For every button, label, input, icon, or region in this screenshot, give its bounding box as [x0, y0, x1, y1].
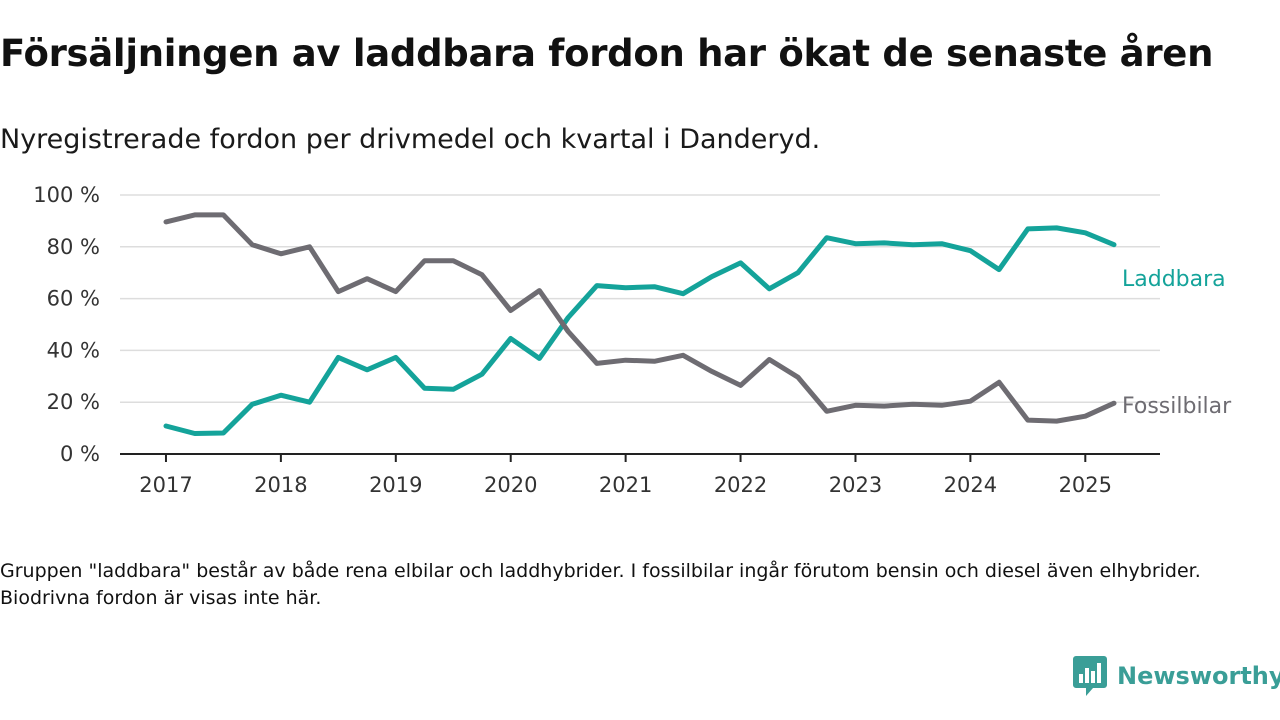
- line-chart: 0 % 20 % 40 % 60 % 80 % 100 % 2017 2018 2019 202…: [33, 183, 1232, 497]
- y-tick-label: 60 %: [47, 287, 100, 311]
- x-tick-label: 2023: [829, 473, 882, 497]
- x-tick-label: 2025: [1059, 473, 1112, 497]
- chart-title: Försäljningen av laddbara fordon har öka…: [0, 32, 1214, 75]
- series-line-laddbara: [163, 225, 1117, 436]
- x-tick-label: 2017: [139, 473, 192, 497]
- brand-name: Newsworthy: [1117, 662, 1280, 690]
- series-label-laddbara: Laddbara: [1122, 267, 1226, 292]
- x-tick-label: 2019: [369, 473, 422, 497]
- x-tick-label: 2024: [944, 473, 997, 497]
- newsworthy-logo-icon: [1073, 656, 1107, 696]
- y-tick-label: 40 %: [47, 338, 100, 362]
- x-tick-label: 2020: [484, 473, 537, 497]
- series-label-fossilbilar: Fossilbilar: [1122, 394, 1232, 419]
- y-tick-label: 80 %: [47, 235, 100, 259]
- y-axis-ticks: 0 % 20 % 40 % 60 % 80 % 100 %: [33, 183, 100, 466]
- y-tick-label: 100 %: [33, 183, 100, 207]
- x-tick-label: 2021: [599, 473, 652, 497]
- series-labels: Laddbara Fossilbilar: [1122, 267, 1232, 419]
- series-line-fossilbilar: [163, 212, 1117, 424]
- series-lines: [163, 212, 1117, 436]
- y-tick-label: 0 %: [60, 442, 100, 466]
- y-tick-label: 20 %: [47, 390, 100, 414]
- gridlines: [120, 194, 1160, 403]
- chart-subtitle: Nyregistrerade fordon per drivmedel och …: [0, 124, 821, 155]
- x-tick-label: 2022: [714, 473, 767, 497]
- brand[interactable]: Newsworthy: [1073, 656, 1280, 696]
- x-axis-ticks: 2017 2018 2019 2020 2021 2022 2023 2024 2025: [139, 454, 1112, 497]
- footnote: Gruppen "laddbara" består av både rena e…: [0, 560, 1201, 609]
- x-tick-label: 2018: [254, 473, 307, 497]
